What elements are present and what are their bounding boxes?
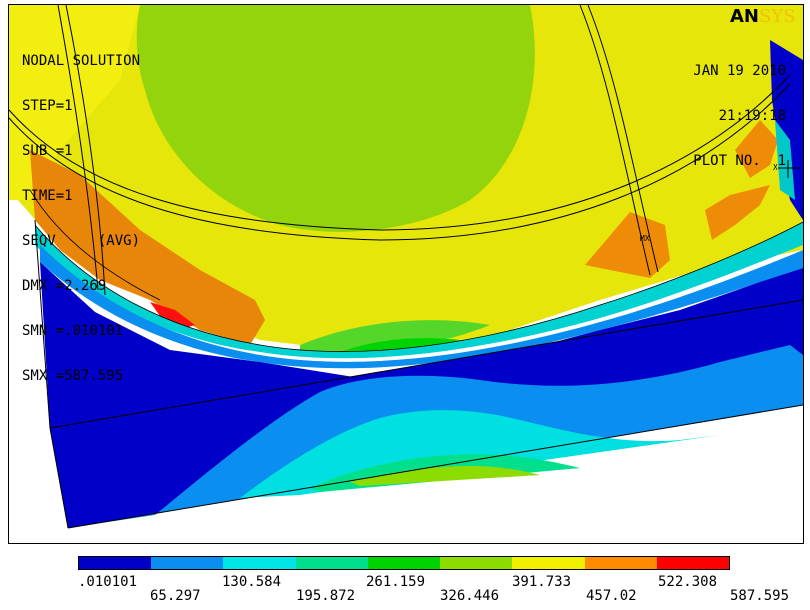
- mesh-line: [34, 221, 804, 352]
- legend-swatch: [584, 557, 657, 569]
- legend-swatch: [223, 557, 296, 569]
- legend-swatch: [151, 557, 224, 569]
- part-lower-block-top: [40, 262, 803, 428]
- ansys-logo: ANSYS: [730, 6, 796, 28]
- mesh-line: [579, 4, 651, 276]
- legend-swatch: [656, 557, 729, 569]
- info-line: SMX =587.595: [22, 368, 124, 384]
- mesh-line: [8, 83, 791, 241]
- contour-green-region: [136, 5, 535, 232]
- info-line: NODAL SOLUTION: [22, 53, 141, 69]
- info-line: DMX =2.269: [22, 278, 107, 294]
- svg-text:X: X: [773, 163, 778, 172]
- legend-tick-top: 391.733: [512, 574, 572, 590]
- legend-tick-top: 130.584: [222, 574, 282, 590]
- mesh-line: [29, 189, 161, 301]
- info-line: TIME=1: [22, 188, 73, 204]
- logo-an: AN: [730, 6, 759, 27]
- contour-orange-right1: [585, 212, 670, 278]
- solution-info: NODAL SOLUTION STEP=1 SUB =1 TIME=1 SEQV…: [22, 24, 140, 399]
- contour-orange-left: [30, 150, 265, 345]
- logo-sys: SYS: [759, 6, 796, 27]
- legend-swatch: [512, 557, 585, 569]
- legend-tick-bottom: 195.872: [296, 588, 356, 604]
- mesh-line: [57, 4, 99, 291]
- info-line: SEQV (AVG): [22, 233, 141, 249]
- plot-number: PLOT NO. 1: [693, 153, 786, 169]
- mesh-line: [65, 4, 106, 296]
- max-marker-label: MX: [640, 234, 650, 243]
- plot-date: JAN 19 2010: [693, 63, 786, 79]
- info-line: SUB =1: [22, 143, 73, 159]
- plot-time: 21:19:18: [718, 108, 786, 124]
- legend-tick-bottom: 65.297: [150, 588, 201, 604]
- info-line: SMN =.010101: [22, 323, 124, 339]
- plot-date-block: JAN 19 2010 21:19:18 PLOT NO. 1: [693, 34, 786, 184]
- legend-swatch: [440, 557, 513, 569]
- contour-orange-right3: [735, 120, 778, 178]
- legend-swatch: [295, 557, 368, 569]
- contour-legend: [78, 556, 730, 570]
- contour-red-spot: [150, 302, 195, 328]
- legend-swatch: [79, 557, 152, 569]
- legend-swatch: [367, 557, 441, 569]
- legend-tick-bottom: 587.595: [730, 588, 790, 604]
- legend-tick-top: .010101: [78, 574, 138, 590]
- contour-orange-right2: [705, 185, 770, 240]
- legend-tick-top: 522.308: [658, 574, 718, 590]
- legend-tick-top: 261.159: [366, 574, 426, 590]
- legend-tick-bottom: 326.446: [440, 588, 500, 604]
- mesh-line: [587, 4, 659, 273]
- legend-tick-bottom: 457.02: [586, 588, 637, 604]
- legend-ticks: .010101 130.584 261.159 391.733 522.308 …: [0, 572, 810, 610]
- info-line: STEP=1: [22, 98, 73, 114]
